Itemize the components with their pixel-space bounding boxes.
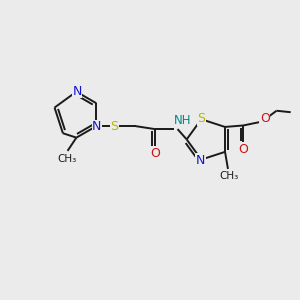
Text: NH: NH (173, 114, 191, 127)
Text: S: S (197, 112, 205, 125)
Text: O: O (260, 112, 270, 125)
Text: S: S (110, 120, 118, 133)
Text: CH₃: CH₃ (219, 171, 238, 181)
Text: N: N (196, 154, 206, 167)
Text: CH₃: CH₃ (57, 154, 76, 164)
Text: O: O (238, 142, 248, 155)
Text: N: N (72, 85, 82, 98)
Text: N: N (92, 120, 102, 133)
Text: O: O (150, 147, 160, 160)
